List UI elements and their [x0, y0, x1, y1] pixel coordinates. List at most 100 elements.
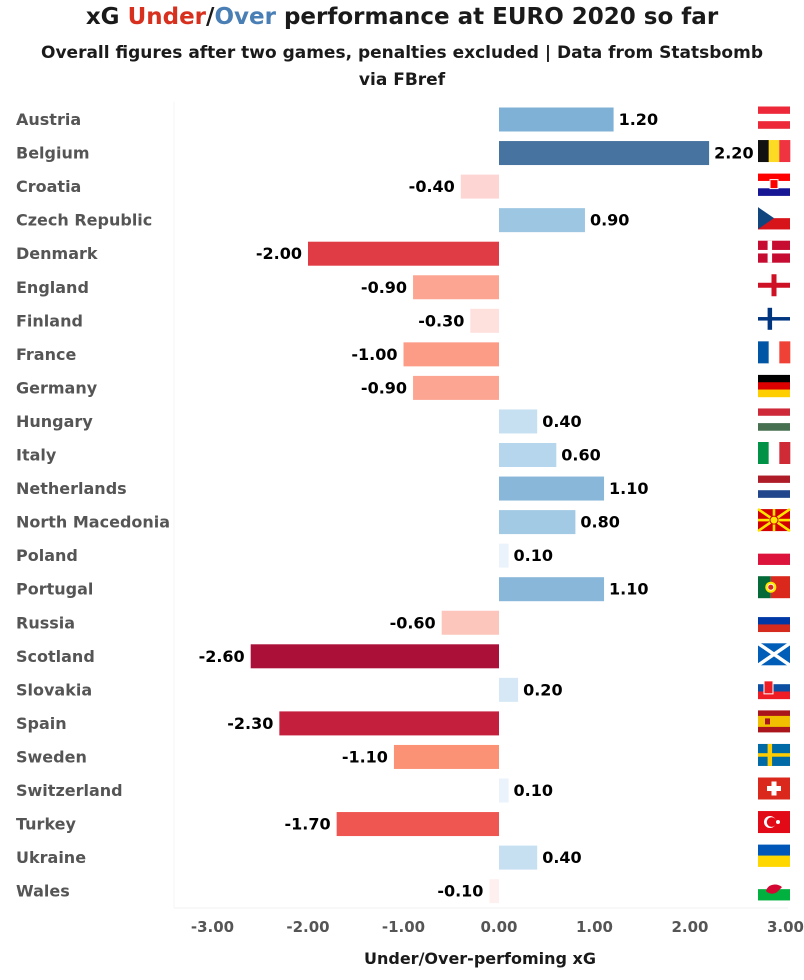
- data-label: 2.20: [714, 144, 753, 163]
- finland-flag-icon: [758, 307, 790, 330]
- category-label: Czech Republic: [16, 211, 152, 230]
- data-label: -0.90: [361, 378, 407, 397]
- category-label: North Macedonia: [16, 513, 170, 532]
- data-label: 0.90: [590, 211, 629, 230]
- germany-flag-icon: [758, 374, 790, 398]
- poland-flag-icon: [758, 542, 790, 565]
- bar: [279, 711, 499, 736]
- category-label: Hungary: [16, 412, 93, 431]
- netherlands-flag-icon: [758, 475, 790, 498]
- bar: [499, 443, 557, 467]
- data-label: 0.20: [523, 680, 562, 699]
- belgium-flag-icon: [758, 140, 791, 163]
- bar: [336, 812, 499, 837]
- bar: [393, 744, 499, 769]
- data-label: -0.30: [418, 311, 464, 330]
- data-label: 0.10: [514, 546, 553, 565]
- data-label: -2.00: [256, 244, 302, 263]
- data-label: 1.10: [609, 580, 648, 599]
- data-label: -1.10: [342, 747, 388, 766]
- x-tick-label: 3.00: [767, 918, 804, 936]
- x-tick-label: 1.00: [576, 918, 613, 936]
- data-label: 1.20: [619, 110, 658, 129]
- category-label: Portugal: [16, 580, 93, 599]
- france-flag-icon: [758, 341, 791, 364]
- data-label: -1.00: [351, 345, 397, 364]
- data-label: -2.60: [199, 647, 245, 666]
- denmark-flag-icon: [758, 240, 790, 263]
- data-label: 1.10: [609, 479, 648, 498]
- category-label: Germany: [16, 378, 98, 397]
- bar: [499, 845, 538, 870]
- category-label: Russia: [16, 613, 75, 632]
- scotland-flag-icon: [757, 641, 791, 667]
- category-label: Italy: [16, 446, 57, 465]
- bar: [403, 342, 499, 367]
- bar: [489, 879, 499, 904]
- bar: [499, 543, 509, 568]
- bar: [499, 409, 538, 434]
- england-flag-icon: [758, 274, 790, 297]
- category-label: Ukraine: [16, 848, 86, 867]
- chart-subtitle: Overall figures after two games, penalti…: [41, 43, 763, 90]
- bar: [499, 510, 576, 535]
- category-label: Scotland: [16, 647, 95, 666]
- title-over: Over: [214, 4, 276, 30]
- spain-flag-icon: [758, 710, 790, 733]
- category-label: England: [16, 278, 89, 297]
- x-axis-label: Under/Over-perfoming xG: [364, 949, 596, 968]
- x-tick-label: 0.00: [480, 918, 517, 936]
- italy-flag-icon: [758, 442, 791, 464]
- bar: [413, 275, 499, 300]
- category-label: Netherlands: [16, 479, 127, 498]
- category-label: Belgium: [16, 144, 90, 163]
- data-label: -0.90: [361, 278, 407, 297]
- category-label: Switzerland: [16, 781, 123, 800]
- sweden-flag-icon: [758, 743, 790, 766]
- data-label: -2.30: [227, 714, 273, 733]
- austria-flag-icon: [758, 106, 790, 129]
- ukraine-flag-icon: [758, 844, 790, 867]
- bar: [413, 375, 499, 400]
- chart-title: xG Under/Over performance at EURO 2020 s…: [0, 4, 804, 30]
- data-label: -0.10: [437, 882, 483, 901]
- title-suffix: performance at EURO 2020 so far: [275, 4, 719, 30]
- bar: [441, 610, 499, 635]
- category-label: Turkey: [16, 815, 77, 834]
- category-label: Poland: [16, 546, 78, 565]
- bar: [308, 241, 499, 266]
- croatia-flag-icon: [758, 173, 790, 196]
- data-label: -0.40: [409, 177, 455, 196]
- data-label: 0.40: [542, 848, 581, 867]
- x-tick-label: -3.00: [191, 918, 234, 936]
- category-label: Slovakia: [16, 680, 92, 699]
- title-prefix: xG: [85, 4, 128, 30]
- switzerland-flag-icon: [758, 777, 790, 800]
- czech-republic-flag-icon: [758, 207, 790, 230]
- bar: [499, 141, 710, 166]
- category-label: Sweden: [16, 747, 87, 766]
- bar: [460, 174, 499, 199]
- x-tick-label: -2.00: [286, 918, 329, 936]
- title-separator: /: [206, 4, 215, 30]
- wales-flag-icon: [758, 878, 790, 901]
- category-label: Austria: [16, 110, 81, 129]
- bar: [250, 644, 499, 669]
- turkey-flag-icon: [758, 811, 790, 834]
- data-label: 0.10: [514, 781, 553, 800]
- category-label: Croatia: [16, 177, 81, 196]
- portugal-flag-icon: [758, 576, 790, 599]
- data-label: 0.80: [580, 513, 619, 532]
- category-label: Wales: [16, 882, 70, 901]
- bar: [499, 107, 614, 132]
- north-macedonia-flag-icon: [757, 508, 791, 533]
- bar: [470, 308, 499, 333]
- hungary-flag-icon: [758, 408, 790, 431]
- category-label: France: [16, 345, 76, 364]
- bar: [499, 476, 605, 501]
- x-tick-label: 2.00: [671, 918, 708, 936]
- category-label: Finland: [16, 311, 83, 330]
- category-label: Denmark: [16, 244, 98, 263]
- data-label: 0.40: [542, 412, 581, 431]
